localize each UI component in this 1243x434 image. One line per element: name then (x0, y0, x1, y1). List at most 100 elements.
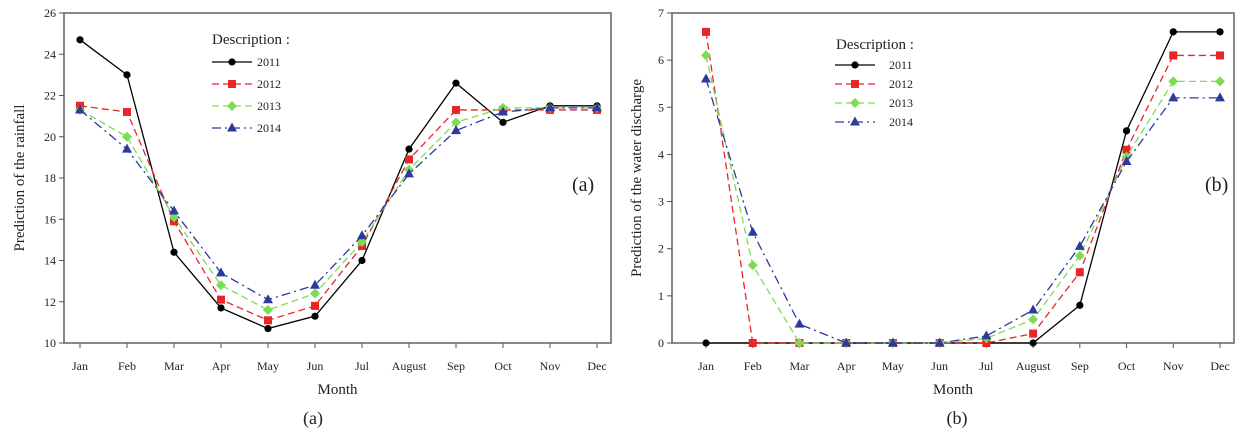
legend: Description : 2011 2012 2013 2014 (212, 32, 290, 135)
y-axis-title: Prediction of the water discharge (629, 79, 645, 277)
data-point (405, 155, 413, 164)
panel-annotation: (a) (572, 174, 594, 196)
data-point (1075, 268, 1084, 277)
x-tick-label: Apr (837, 359, 856, 373)
data-point (1029, 339, 1037, 347)
legend-marker (227, 122, 237, 132)
y-tick-label: 7 (658, 6, 664, 20)
legend-label: 2013 (889, 96, 913, 110)
series-2011 (702, 28, 1224, 347)
panel-caption: (a) (303, 408, 323, 429)
data-point (747, 226, 758, 236)
panel-caption: (b) (947, 408, 968, 429)
data-point (794, 318, 805, 328)
data-point (1168, 92, 1179, 102)
data-point (217, 304, 225, 312)
series-line (705, 55, 1220, 344)
legend-item: 2014 (212, 121, 281, 135)
legend-item: 2012 (212, 77, 281, 91)
plot-frame (671, 12, 1235, 344)
data-point (357, 236, 367, 247)
legend-title: Description : (836, 37, 914, 53)
y-tick-label: 4 (658, 147, 664, 161)
data-point (498, 106, 508, 116)
legend-marker (851, 61, 859, 69)
data-point (1122, 145, 1131, 154)
x-tick-label: Jun (931, 359, 948, 373)
data-point (1168, 76, 1179, 87)
y-tick-label: 10 (44, 336, 56, 350)
data-point (1122, 127, 1131, 135)
series-2014 (701, 73, 1225, 347)
data-point (1215, 76, 1225, 87)
data-point (1028, 314, 1039, 325)
x-tick-label: Feb (744, 359, 762, 373)
data-point (1029, 329, 1038, 338)
series-2013 (75, 102, 602, 315)
data-point (169, 205, 179, 215)
x-tick-label: Oct (494, 359, 512, 373)
series-line (79, 107, 597, 301)
legend-label: 2012 (889, 77, 913, 91)
data-point (216, 267, 226, 277)
series-line (706, 31, 1220, 344)
series-line (79, 39, 597, 330)
series-line (79, 105, 597, 322)
data-point (451, 125, 461, 135)
data-point (310, 279, 320, 289)
y-tick-label: 5 (658, 100, 664, 114)
data-point (404, 168, 414, 178)
legend-item: 2011 (212, 55, 281, 69)
data-point (122, 143, 132, 153)
data-point (887, 337, 898, 347)
x-tick-label: Jun (307, 359, 324, 373)
data-point (216, 280, 226, 291)
data-point (123, 71, 131, 79)
legend-marker (850, 116, 860, 126)
data-point (747, 260, 758, 271)
y-tick-label: 12 (44, 295, 56, 309)
data-point (701, 73, 711, 83)
discharge-chart-panel: 0 1 2 3 4 5 6 7 Jan Feb Mar Apr May Jun Jul August Sep Oc… (623, 0, 1243, 434)
data-point (170, 248, 178, 256)
data-point (122, 131, 132, 142)
plot-frame (63, 12, 612, 344)
data-point (1215, 92, 1225, 102)
data-point (264, 316, 272, 325)
x-axis-title: Month (933, 382, 974, 398)
x-tick-label: August (392, 359, 427, 373)
data-point (358, 256, 366, 265)
data-point (405, 145, 413, 153)
legend-item: 2013 (212, 99, 281, 113)
x-tick-label: Mar (789, 359, 809, 373)
x-tick-label: Nov (540, 359, 561, 373)
data-point (499, 118, 507, 126)
legend-label: 2011 (889, 58, 913, 72)
x-tick-label: Oct (1118, 359, 1136, 373)
y-tick-label: 2 (658, 242, 664, 256)
x-tick-label: Jan (698, 359, 714, 373)
x-tick-label: Nov (1163, 359, 1184, 373)
x-tick-label: Feb (118, 359, 136, 373)
data-point (934, 337, 945, 347)
data-point (1028, 304, 1039, 314)
legend-label: 2014 (257, 121, 281, 135)
data-point (592, 102, 602, 112)
data-point (451, 117, 461, 128)
data-point (169, 212, 179, 223)
x-axis-title: Month (317, 382, 358, 398)
panel-annotation: (b) (1205, 174, 1228, 196)
data-point (452, 105, 460, 114)
legend-marker (228, 80, 236, 88)
discharge-chart: 0 1 2 3 4 5 6 7 Jan Feb Mar Apr May Jun Jul August Sep Oc… (629, 6, 1235, 429)
series-2012 (702, 27, 1224, 347)
series-line (79, 107, 597, 311)
y-axis-title: Prediction of the rainfall (12, 104, 28, 251)
legend: Description : 2011 2012 2013 2014 (835, 37, 914, 129)
series-2014 (75, 102, 602, 304)
data-point (123, 108, 131, 116)
x-tick-label: Dec (1210, 359, 1229, 373)
data-point (1216, 51, 1224, 60)
data-point (310, 288, 320, 299)
data-point (263, 305, 273, 315)
